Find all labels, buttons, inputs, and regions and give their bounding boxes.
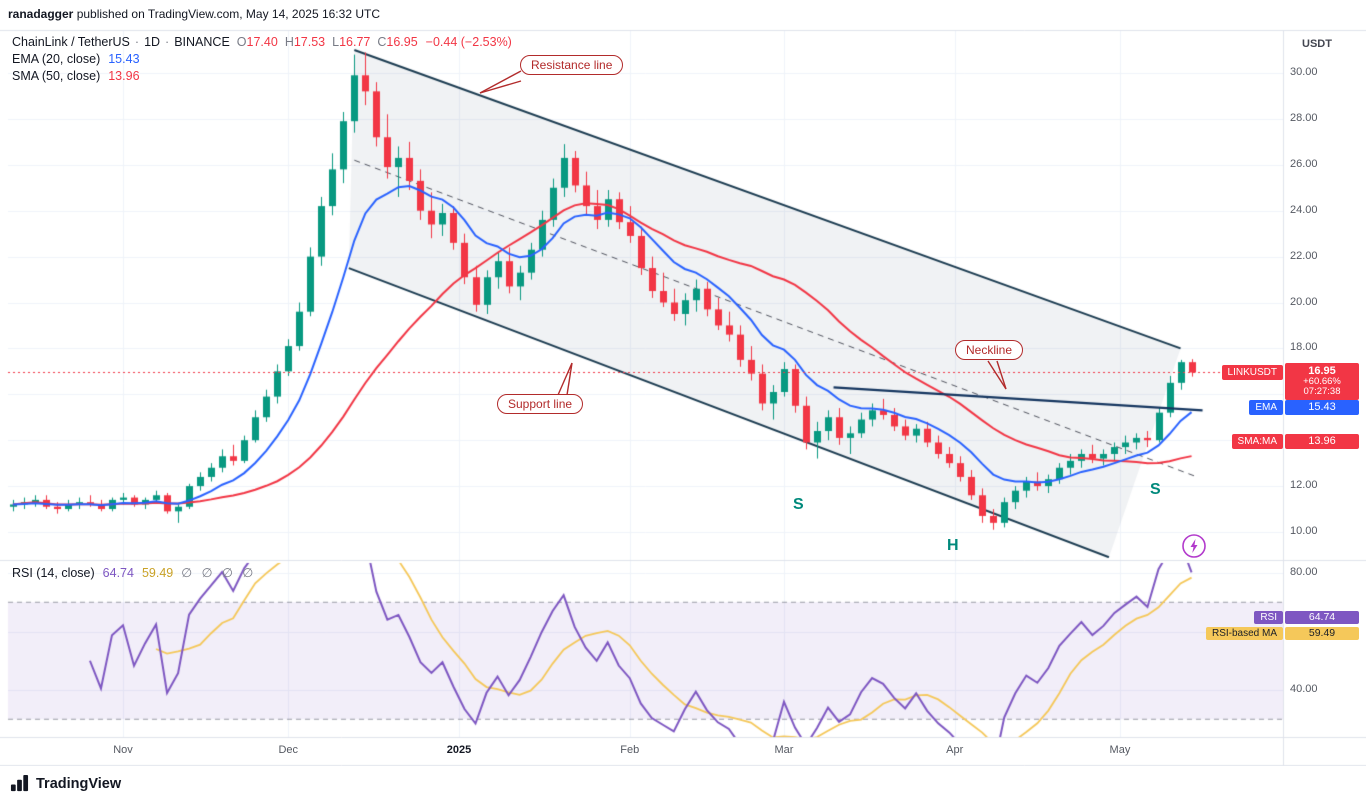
rsi-tick-label: 80.00 [1290,566,1318,578]
time-tick-label: Feb [620,744,640,756]
legend-separator: · [134,34,140,49]
time-tick-label: Apr [946,744,964,756]
price-tick-label: 26.00 [1290,157,1318,170]
symbol-title: ChainLink / TetherUS [12,34,130,49]
price-tick-label: 24.00 [1290,203,1318,216]
ema-value: 15.43 [108,51,140,66]
price-tick-label: 22.00 [1290,249,1318,262]
sma-chip[interactable]: SMA:MA [1231,434,1283,449]
neckline-callout[interactable]: Neckline [955,340,1024,360]
head-label: H [947,537,959,554]
footer: TradingView [0,766,1366,801]
price-tick-label: 10.00 [1290,525,1318,537]
time-tick-label: Nov [113,744,133,756]
time-tick-label: 2025 [446,744,472,756]
resistance-line-callout[interactable]: Resistance line [520,55,624,75]
left-shoulder-label: S [793,496,804,513]
ema-legend-row[interactable]: EMA (20, close) 15.43 [12,50,512,67]
sma-value: 13.96 [108,68,140,83]
close-letter: C [377,34,387,49]
rsi-chip[interactable]: RSI [1254,611,1283,624]
symbol-price-chip[interactable]: LINKUSDT [1221,365,1283,380]
ema-label: EMA (20, close) [12,51,101,66]
legend-separator: · [165,34,170,49]
rsi-label: RSI (14, close) [12,565,95,580]
high-letter: H [284,34,294,49]
time-tick-label: May [1109,744,1131,756]
support-line-callout[interactable]: Support line [497,394,584,414]
time-axis[interactable] [0,738,1283,765]
change-value: −0.44 (−2.53%) [425,34,512,49]
time-tick-label: Mar [774,744,794,756]
bar-countdown: 07:27:38 [1303,386,1341,397]
time-tick-label: Dec [278,744,299,756]
ema-price-badge[interactable]: 15.43 [1285,400,1359,415]
rsi-value-badge[interactable]: 64.74 [1285,611,1359,624]
rsi-ma-value: 59.49 [141,565,174,580]
symbol-legend-row[interactable]: ChainLink / TetherUS · 1D · BINANCE O 17.… [12,33,512,50]
rsi-legend-row[interactable]: RSI (14, close) 64.74 59.49 ∅ ∅ ∅ ∅ [12,564,256,581]
rsi-ma-chip[interactable]: RSI-based MA [1205,627,1283,640]
high-value: 17.53 [293,34,326,49]
publish-header: ranadagger published on TradingView.com,… [8,7,380,21]
price-tick-label: 18.00 [1290,341,1318,354]
tradingview-logo[interactable] [10,774,29,793]
rsi-ma-value-badge[interactable]: 59.49 [1285,627,1359,640]
low-letter: L [332,34,340,49]
rsi-tick-label: 40.00 [1290,683,1318,695]
change-percent: +60.66% [1303,376,1341,387]
symbol-price-badge[interactable]: 16.95 +60.66% 07:27:38 [1285,363,1359,400]
interval-label: 1D [144,34,161,49]
sma-legend-row[interactable]: SMA (50, close) 13.96 [12,67,512,84]
chart-legend: ChainLink / TetherUS · 1D · BINANCE O 17.… [12,33,512,84]
flash-icon[interactable] [1181,533,1207,559]
ema-chip[interactable]: EMA [1249,400,1283,415]
exchange-label: BINANCE [174,34,230,49]
low-value: 16.77 [339,34,371,49]
open-letter: O [236,34,247,49]
price-tick-label: 28.00 [1290,111,1318,124]
tradingview-wordmark[interactable]: TradingView [36,775,122,792]
open-value: 17.40 [246,34,278,49]
sma-label: SMA (50, close) [12,68,101,83]
sma-price-badge[interactable]: 13.96 [1285,434,1359,449]
right-shoulder-label: S [1150,481,1161,498]
publish-info: published on TradingView.com, May 14, 20… [73,7,380,21]
currency-toggle[interactable]: USDT [1302,38,1332,50]
close-value: 16.95 [386,34,418,49]
publisher-name: ranadagger [8,7,74,21]
price-tick-label: 12.00 [1290,479,1318,492]
rsi-hidden-inputs: ∅ ∅ ∅ ∅ [181,566,257,580]
price-tick-label: 20.00 [1290,295,1318,308]
price-tick-label: 30.00 [1290,66,1318,78]
last-price: 16.95 [1308,365,1336,377]
rsi-value: 64.74 [102,565,134,580]
